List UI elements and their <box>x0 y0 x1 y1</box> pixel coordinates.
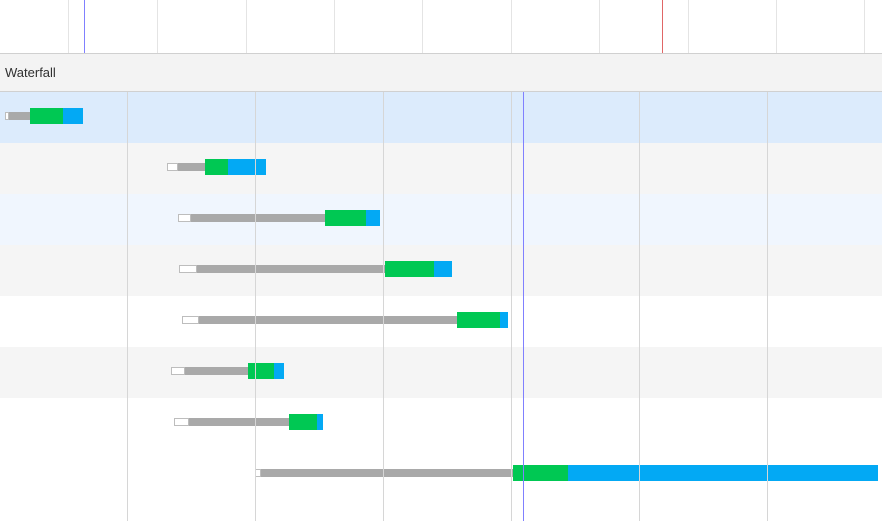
connect-segment <box>205 159 228 175</box>
connect-segment <box>289 414 317 430</box>
overview-gridline <box>599 0 600 53</box>
connect-segment <box>384 261 434 277</box>
waterfall-row[interactable] <box>0 92 882 143</box>
waterfall-row[interactable] <box>0 143 882 194</box>
wait-segment <box>191 214 326 222</box>
download-segment <box>62 108 84 124</box>
overview-load-marker <box>662 0 663 53</box>
waterfall-header[interactable]: Waterfall <box>0 53 882 92</box>
overview-dom-content-loaded-marker <box>84 0 85 53</box>
queue-segment <box>173 418 189 426</box>
overview-gridline <box>246 0 247 53</box>
connect-segment <box>248 363 274 379</box>
wait-segment <box>261 469 514 477</box>
overview-gridline <box>776 0 777 53</box>
wait-segment <box>196 265 385 273</box>
overview-gridline <box>511 0 512 53</box>
wait-segment <box>177 163 206 171</box>
queue-segment <box>5 112 10 120</box>
download-segment <box>273 363 285 379</box>
waterfall-row[interactable] <box>0 245 882 296</box>
overview-strip[interactable] <box>0 0 882 53</box>
waterfall-body <box>0 92 882 521</box>
waterfall-row[interactable] <box>0 449 882 500</box>
waterfall-row[interactable] <box>0 194 882 245</box>
download-segment <box>228 159 267 175</box>
download-segment <box>316 414 324 430</box>
waterfall-row[interactable] <box>0 347 882 398</box>
overview-gridline <box>68 0 69 53</box>
overview-gridline <box>422 0 423 53</box>
queue-segment <box>170 367 185 375</box>
queue-segment <box>166 163 178 171</box>
overview-gridline <box>688 0 689 53</box>
overview-gridline <box>334 0 335 53</box>
download-segment <box>568 465 879 481</box>
waterfall-header-label: Waterfall <box>5 65 56 80</box>
wait-segment <box>188 418 290 426</box>
queue-segment <box>182 316 200 324</box>
wait-segment <box>199 316 457 324</box>
waterfall-row[interactable] <box>0 296 882 347</box>
overview-gridline <box>157 0 158 53</box>
download-segment <box>365 210 380 226</box>
connect-segment <box>325 210 366 226</box>
queue-segment <box>177 214 192 222</box>
download-segment <box>499 312 509 328</box>
download-segment <box>433 261 452 277</box>
queue-segment <box>179 265 197 273</box>
connect-segment <box>456 312 500 328</box>
connect-segment <box>29 108 63 124</box>
overview-gridline <box>864 0 865 53</box>
connect-segment <box>513 465 569 481</box>
wait-segment <box>184 367 249 375</box>
waterfall-row[interactable] <box>0 398 882 449</box>
wait-segment <box>9 112 30 120</box>
